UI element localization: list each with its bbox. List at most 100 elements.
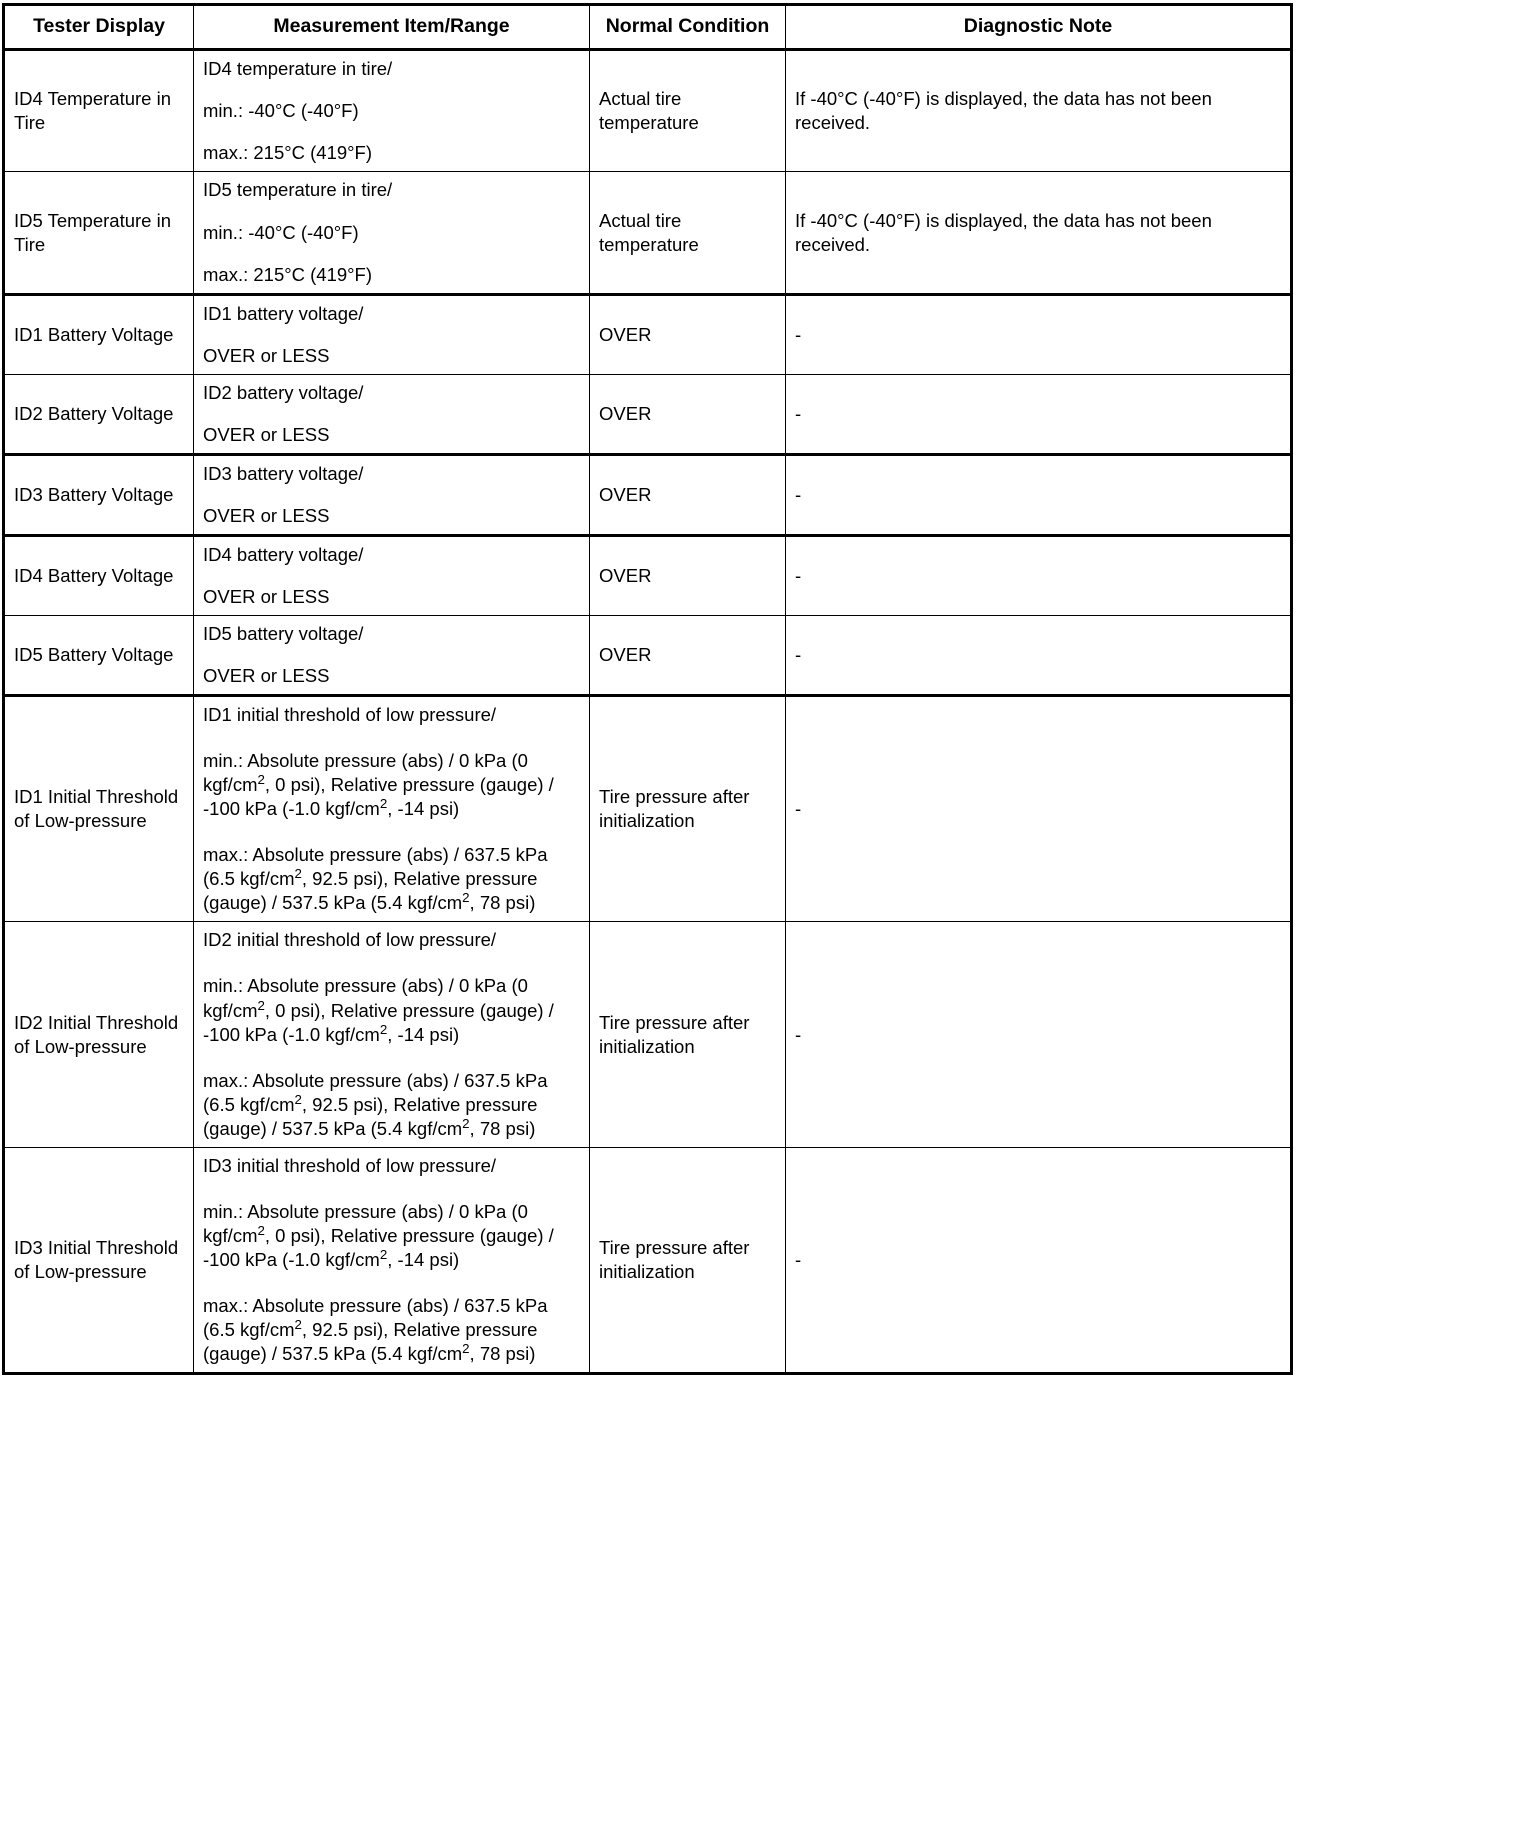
superscript-two: 2 <box>257 1222 265 1238</box>
measure-line: max.: 215°C (419°F) <box>203 142 373 164</box>
cell-normal-condition: OVER <box>589 533 786 617</box>
cell-diagnostic-note: - <box>785 921 1292 1148</box>
measure-line: ID1 battery voltage/ <box>203 302 364 324</box>
cell-tester-display: ID2 Initial Threshold of Low-pressure <box>3 921 194 1148</box>
cell-normal-condition: Actual tire temperature <box>589 171 786 295</box>
superscript-two: 2 <box>462 1340 470 1356</box>
cell-diagnostic-note: - <box>785 614 1292 697</box>
table-row: ID1 Battery Voltage ID1 battery voltage/… <box>3 292 1292 375</box>
measure-max-range: max.: Absolute pressure (abs) / 637.5 kP… <box>203 1069 581 1141</box>
max-text-a: max.: Absolute pressure (abs) / 637.5 kP… <box>203 844 548 890</box>
min-text-b: , 0 psi), Relative pressure (gauge) / -1… <box>203 999 554 1045</box>
min-text-c: , -14 psi) <box>387 798 460 820</box>
superscript-two: 2 <box>294 1091 302 1107</box>
column-header-tester-display: Tester Display <box>3 4 194 52</box>
cell-diagnostic-note: - <box>785 373 1292 455</box>
column-header-diagnostic-note: Diagnostic Note <box>785 4 1292 52</box>
superscript-two: 2 <box>379 1021 388 1037</box>
min-text-c: , -14 psi) <box>387 1023 460 1045</box>
cell-measurement-item-range: ID4 battery voltage/ OVER or LESS <box>193 533 590 617</box>
table-row: ID3 Battery Voltage ID3 battery voltage/… <box>3 452 1292 536</box>
min-text-c: , -14 psi) <box>387 1248 460 1270</box>
superscript-two: 2 <box>379 1246 388 1262</box>
measure-line: OVER or LESS <box>203 504 330 526</box>
superscript-two: 2 <box>294 1316 302 1332</box>
max-text-a: max.: Absolute pressure (abs) / 637.5 kP… <box>203 1294 548 1340</box>
superscript-two: 2 <box>257 997 265 1013</box>
cell-diagnostic-note: - <box>785 533 1292 617</box>
cell-measurement-item-range: ID3 battery voltage/ OVER or LESS <box>193 452 590 536</box>
measure-line: ID4 temperature in tire/ <box>203 58 393 80</box>
cell-normal-condition: Tire pressure after initialization <box>589 921 786 1148</box>
max-text-c: , 78 psi) <box>469 1117 536 1139</box>
cell-tester-display: ID1 Battery Voltage <box>3 292 194 375</box>
cell-normal-condition: OVER <box>589 452 786 536</box>
column-header-normal-condition: Normal Condition <box>589 4 786 52</box>
table-row: ID1 Initial Threshold of Low-pressure ID… <box>3 694 1292 923</box>
measure-max-range: max.: Absolute pressure (abs) / 637.5 kP… <box>203 843 581 915</box>
cell-tester-display: ID3 Initial Threshold of Low-pressure <box>3 1146 194 1375</box>
measure-min-range: min.: Absolute pressure (abs) / 0 kPa (0… <box>203 974 581 1046</box>
cell-normal-condition: Tire pressure after initialization <box>589 694 786 923</box>
cell-measurement-item-range: ID2 initial threshold of low pressure/ m… <box>193 921 590 1148</box>
measure-line: ID2 battery voltage/ <box>203 381 364 403</box>
min-text-a: min.: Absolute pressure (abs) / 0 kPa (0… <box>203 975 528 1021</box>
table-row: ID5 Battery Voltage ID5 battery voltage/… <box>3 614 1292 697</box>
table-body: ID4 Temperature in Tire ID4 temperature … <box>3 49 1292 1375</box>
table-row: ID3 Initial Threshold of Low-pressure ID… <box>3 1146 1292 1375</box>
measure-heading: ID3 initial threshold of low pressure/ <box>203 1154 497 1176</box>
measure-max-range: max.: Absolute pressure (abs) / 637.5 kP… <box>203 1294 581 1366</box>
measure-line: min.: -40°C (-40°F) <box>203 221 359 243</box>
measure-heading: ID2 initial threshold of low pressure/ <box>203 929 497 951</box>
superscript-two: 2 <box>462 890 470 906</box>
measure-line: OVER or LESS <box>203 423 330 445</box>
tpms-specification-table: Tester Display Measurement Item/Range No… <box>2 3 1293 1376</box>
measure-line: ID5 battery voltage/ <box>203 623 364 644</box>
measure-line: max.: 215°C (419°F) <box>203 263 373 285</box>
cell-measurement-item-range: ID3 initial threshold of low pressure/ m… <box>193 1146 590 1375</box>
min-text-b: , 0 psi), Relative pressure (gauge) / -1… <box>203 774 554 820</box>
min-text-b: , 0 psi), Relative pressure (gauge) / -1… <box>203 1224 554 1270</box>
max-text-a: max.: Absolute pressure (abs) / 637.5 kP… <box>203 1069 548 1115</box>
cell-tester-display: ID3 Battery Voltage <box>3 452 194 536</box>
header-row: Tester Display Measurement Item/Range No… <box>3 4 1292 52</box>
table-header: Tester Display Measurement Item/Range No… <box>3 4 1292 52</box>
cell-normal-condition: Tire pressure after initialization <box>589 1146 786 1375</box>
cell-tester-display: ID5 Battery Voltage <box>3 614 194 697</box>
cell-measurement-item-range: ID4 temperature in tire/ min.: -40°C (-4… <box>193 49 590 173</box>
max-text-b: , 92.5 psi), Relative pressure (gauge) /… <box>203 1093 538 1139</box>
max-text-c: , 78 psi) <box>469 892 536 914</box>
superscript-two: 2 <box>257 772 265 788</box>
measure-line: OVER or LESS <box>203 344 330 366</box>
measure-line: ID3 battery voltage/ <box>203 462 364 484</box>
superscript-two: 2 <box>462 1115 470 1131</box>
cell-diagnostic-note: - <box>785 694 1292 923</box>
superscript-two: 2 <box>379 796 388 812</box>
measure-line: OVER or LESS <box>203 665 330 687</box>
measure-line: OVER or LESS <box>203 585 330 607</box>
cell-tester-display: ID4 Temperature in Tire <box>3 49 194 173</box>
measure-line: ID5 temperature in tire/ <box>203 179 393 201</box>
cell-measurement-item-range: ID5 battery voltage/ OVER or LESS <box>193 614 590 697</box>
max-text-b: , 92.5 psi), Relative pressure (gauge) /… <box>203 1318 538 1365</box>
table-row: ID2 Initial Threshold of Low-pressure ID… <box>3 921 1292 1148</box>
cell-diagnostic-note: If -40°C (-40°F) is displayed, the data … <box>785 171 1292 295</box>
cell-normal-condition: Actual tire temperature <box>589 49 786 173</box>
cell-tester-display: ID2 Battery Voltage <box>3 373 194 455</box>
measure-min-range: min.: Absolute pressure (abs) / 0 kPa (0… <box>203 749 581 821</box>
cell-diagnostic-note: - <box>785 452 1292 536</box>
cell-tester-display: ID1 Initial Threshold of Low-pressure <box>3 694 194 923</box>
table-row: ID4 Battery Voltage ID4 battery voltage/… <box>3 533 1292 617</box>
superscript-two: 2 <box>294 866 302 882</box>
table-row: ID4 Temperature in Tire ID4 temperature … <box>3 49 1292 173</box>
measure-line: min.: -40°C (-40°F) <box>203 100 359 122</box>
cell-diagnostic-note: If -40°C (-40°F) is displayed, the data … <box>785 49 1292 173</box>
cell-normal-condition: OVER <box>589 292 786 375</box>
cell-diagnostic-note: - <box>785 292 1292 375</box>
cell-diagnostic-note: - <box>785 1146 1292 1375</box>
min-text-a: min.: Absolute pressure (abs) / 0 kPa (0… <box>203 750 528 796</box>
cell-normal-condition: OVER <box>589 614 786 697</box>
min-text-a: min.: Absolute pressure (abs) / 0 kPa (0… <box>203 1200 528 1246</box>
cell-tester-display: ID4 Battery Voltage <box>3 533 194 617</box>
